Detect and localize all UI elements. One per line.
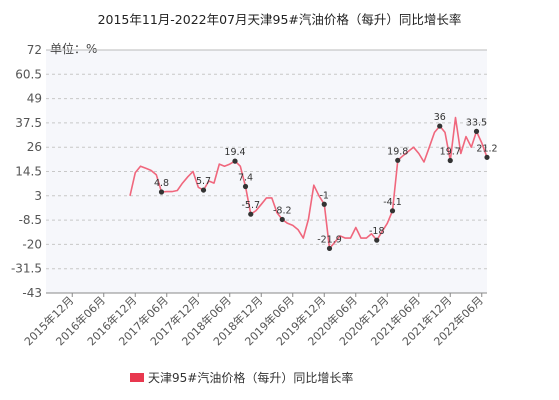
legend[interactable]: 天津95#汽油价格（每升）同比增长率 (130, 369, 353, 386)
data-label: 33.5 (466, 117, 487, 128)
y-tick-label: 3 (34, 189, 42, 203)
y-tick-label: -20 (22, 237, 42, 251)
data-point-marker (248, 211, 254, 217)
data-label: 19.4 (224, 147, 245, 158)
data-label: 21.2 (476, 143, 497, 154)
data-point-marker (232, 158, 238, 164)
data-label: -21.9 (317, 234, 342, 245)
data-point-marker (279, 216, 285, 223)
data-point-marker (374, 237, 380, 243)
data-label: 19.7 (440, 147, 461, 158)
data-point-marker (473, 128, 480, 134)
data-label: 7.4 (238, 173, 253, 184)
data-point-marker (395, 157, 401, 163)
data-point-marker (242, 183, 249, 190)
data-label: -18 (369, 226, 385, 237)
data-markers (158, 123, 490, 252)
y-tick-label: 72 (27, 43, 42, 57)
data-point-marker (321, 201, 327, 207)
y-tick-label: 49 (27, 92, 42, 106)
y-tick-label: -43 (22, 286, 42, 300)
data-point-marker (437, 123, 443, 129)
data-point-marker (200, 187, 207, 193)
data-point-marker (326, 245, 333, 252)
y-tick-labels: 72 60.5 49 37.5 26 14.5 3 -8.5 -20 -31.5 -43 (11, 43, 42, 300)
y-tick-label: 14.5 (15, 165, 42, 179)
data-point-marker (447, 157, 453, 164)
data-point-marker (389, 208, 396, 214)
chart-title: 2015年11月-2022年07月天津95#汽油价格（每升）同比增长率 (98, 12, 462, 27)
data-labels: 4.8 5.7 19.4 7.4 -5.7 -8.2 -1 -21.9 -18 -4.1 19.8 3… (154, 112, 498, 245)
y-tick-label: 37.5 (15, 116, 42, 130)
legend-swatch (130, 373, 144, 382)
y-tick-label: -31.5 (11, 262, 42, 276)
legend-label: 天津95#汽油价格（每升）同比增长率 (148, 371, 354, 385)
y-tick-label: 60.5 (15, 67, 42, 81)
data-label: 5.7 (196, 176, 211, 187)
x-tick-labels: 2015年12月2016年06月2016年12月2017年06月2017年12月… (21, 293, 486, 348)
data-label: -4.1 (383, 197, 402, 208)
data-label: -1 (320, 190, 329, 201)
data-label: 4.8 (154, 178, 169, 189)
data-point-marker (158, 189, 165, 195)
y-tick-label: -8.5 (19, 213, 42, 227)
series-layer (129, 116, 488, 250)
data-label: 19.8 (387, 146, 408, 157)
data-label: -5.7 (241, 200, 260, 211)
y-tick-label: 26 (27, 140, 42, 154)
series-line (129, 116, 488, 250)
y-unit-label: 单位：% (50, 41, 97, 56)
data-label: 36 (434, 112, 446, 123)
data-label: -8.2 (273, 205, 292, 216)
x-axis (46, 49, 487, 297)
data-point-marker (484, 154, 490, 160)
